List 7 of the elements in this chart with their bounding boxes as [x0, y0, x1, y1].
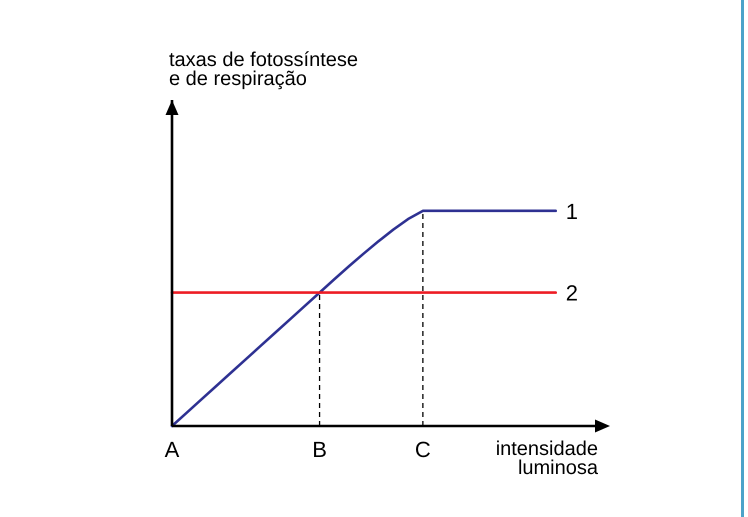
- x-axis-title: intensidade luminosa: [496, 438, 599, 479]
- text: taxas de fotossíntese e de respiração: [169, 49, 358, 90]
- x-tick-label: C: [414, 437, 431, 462]
- series-label: 2: [566, 280, 578, 306]
- x-tick-label: B: [312, 437, 327, 462]
- series-label: 1: [566, 198, 578, 224]
- x-tick-label: A: [164, 437, 180, 462]
